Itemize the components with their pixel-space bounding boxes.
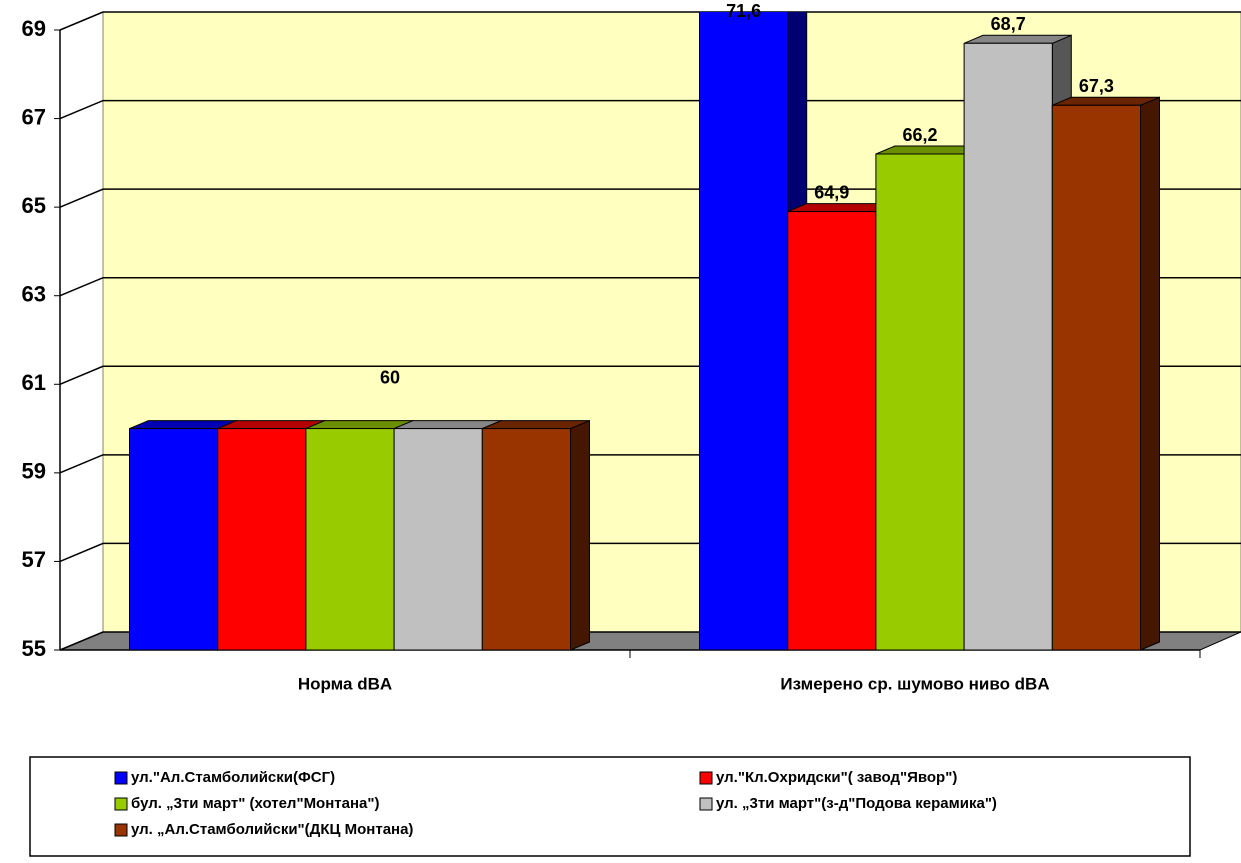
bar-top [963, 34, 1072, 44]
legend-label: ул. „Ал.Стамболийски"(ДКЦ Монтана) [131, 821, 413, 838]
legend-label: бул. „3ти март" (хотел"Монтана") [131, 795, 379, 812]
legend-label: ул."Кл.Охридски"( завод"Явор") [716, 769, 957, 786]
value-label: 67,3 [1079, 76, 1114, 96]
bar-side [570, 419, 590, 651]
y-tick-label: 69 [22, 16, 46, 41]
left-wall [59, 11, 104, 651]
bar [305, 428, 395, 651]
value-label: 68,7 [991, 14, 1026, 34]
y-tick-label: 57 [22, 547, 46, 572]
x-tick-label: Норма dBA [298, 674, 392, 693]
bar [129, 428, 219, 651]
y-tick-label: 59 [22, 459, 46, 484]
legend-swatch [699, 797, 713, 811]
value-label: 60 [380, 367, 400, 387]
y-tick-label: 63 [22, 282, 46, 307]
legend-swatch [114, 823, 128, 837]
y-tick-label: 65 [22, 193, 46, 218]
value-label: 64,9 [814, 182, 849, 202]
bar-top [1052, 96, 1160, 106]
bar [787, 211, 877, 651]
value-label: 71,6 [726, 1, 761, 21]
bar [963, 42, 1053, 651]
bar [699, 12, 789, 651]
x-tick-label: Измерено ср. шумово ниво dBA [780, 674, 1049, 693]
legend-swatch [114, 771, 128, 785]
legend-label: ул."Ал.Стамболийски(ФСГ) [131, 769, 335, 786]
bar [217, 428, 307, 651]
grid-line [59, 99, 1241, 120]
legend-swatch [114, 797, 128, 811]
y-tick-label: 67 [22, 104, 46, 129]
bar-top [482, 420, 590, 430]
grid-line [59, 188, 1241, 208]
plot-area [129, 12, 1160, 651]
y-tick-label: 55 [22, 636, 46, 661]
y-tick-label: 61 [22, 370, 46, 395]
legend-box [29, 756, 1191, 857]
bar [875, 153, 965, 651]
legend-label: ул. „3ти март"(з-д"Подова керамика") [716, 795, 997, 812]
bar [393, 428, 483, 651]
bar-side [1140, 96, 1160, 651]
value-label: 66,2 [902, 125, 937, 145]
grid-line [59, 11, 1241, 31]
bar [481, 428, 571, 651]
legend-swatch [699, 771, 713, 785]
bar [1051, 104, 1142, 651]
